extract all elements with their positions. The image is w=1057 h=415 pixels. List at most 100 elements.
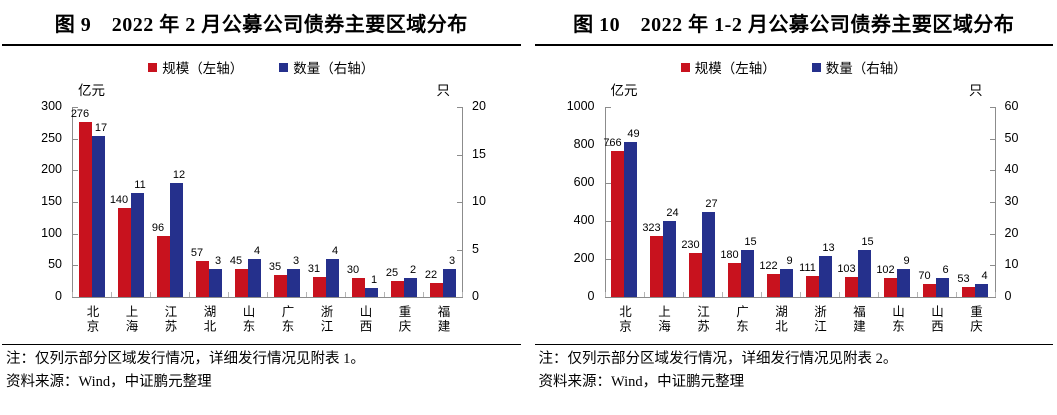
scale-value-label: 22: [424, 269, 438, 282]
scale-value-label: 140: [109, 194, 129, 207]
count-bar: [247, 259, 261, 297]
category-label: 湖北: [773, 305, 787, 334]
scale-value-label: 57: [190, 246, 204, 259]
count-bar: [169, 183, 183, 297]
figure-9-title-rule: [2, 44, 521, 46]
category-label: 福建: [435, 305, 450, 334]
scale-bar: [962, 286, 975, 297]
count-bar: [325, 259, 339, 297]
count-bar: [780, 268, 793, 297]
figure-9-title: 图 9 2022 年 2 月公募公司债券主要区域分布: [54, 14, 468, 36]
figure-10-source: 资料来源：Wind，中证鹏元整理: [538, 374, 745, 390]
count-bar: [741, 249, 754, 297]
left-axis-tick-label: 800: [573, 137, 595, 151]
left-axis-tick: [73, 107, 78, 108]
count-value-label: 17: [94, 121, 108, 134]
left-axis-tick: [605, 297, 611, 298]
scale-value-label: 276: [70, 108, 90, 121]
scale-bar: [728, 262, 741, 297]
scale-bar: [312, 277, 326, 297]
scale-value-label: 122: [759, 259, 778, 272]
scale-value-label: 53: [957, 272, 970, 285]
right-axis-unit-label: 只: [436, 83, 451, 98]
legend-swatch-scale: [680, 62, 690, 72]
right-axis-tick-label: 0: [472, 289, 479, 303]
x-axis-boundary-tick: [760, 292, 762, 297]
scale-bar: [117, 208, 131, 297]
count-bar: [403, 278, 417, 297]
count-value-label: 9: [786, 254, 793, 267]
x-axis-boundary-tick: [423, 292, 424, 297]
x-axis-boundary-tick: [643, 292, 645, 297]
figure-10-chart: 亿元 只 0 200 400 600 800 1000 0 10 20 30 40 50 60 766 49…: [535, 79, 1054, 337]
count-value-label: 3: [292, 254, 300, 267]
right-axis-tick-label: 0: [1004, 289, 1012, 303]
right-axis-tick: [457, 154, 462, 156]
right-axis-tick: [457, 249, 462, 251]
right-axis-tick: [457, 202, 462, 203]
right-axis-tick: [989, 107, 995, 108]
y-axis-right: [994, 107, 996, 297]
figure-9-note-rule: [2, 344, 521, 345]
count-bar: [975, 284, 988, 297]
right-axis-tick: [457, 297, 462, 298]
left-axis-tick-label: 200: [41, 162, 62, 177]
scale-bar: [923, 283, 936, 297]
count-value-label: 3: [214, 254, 222, 267]
left-axis-tick: [605, 221, 611, 222]
figure-9-legend: 规模（左轴） 数量（右轴）: [2, 58, 521, 76]
x-axis-boundary-tick: [877, 292, 879, 297]
left-axis-tick-label: 0: [55, 289, 62, 303]
left-axis-tick-label: 400: [573, 213, 595, 227]
count-value-label: 15: [861, 235, 874, 248]
count-bar: [702, 211, 715, 297]
figure-9-panel: 图 9 2022 年 2 月公募公司债券主要区域分布 规模（左轴） 数量（右轴）…: [2, 4, 521, 393]
count-value-label: 11: [134, 178, 146, 191]
scale-bar: [611, 151, 624, 297]
count-value-label: 13: [822, 241, 835, 254]
right-axis-tick-label: 40: [1004, 162, 1019, 177]
left-axis-tick: [73, 297, 78, 298]
left-axis-tick-label: 1000: [566, 99, 595, 113]
category-label: 福建: [851, 305, 865, 334]
x-axis-boundary-tick: [306, 292, 307, 297]
figure-10-note-rule: [534, 344, 1053, 345]
x-axis: [72, 297, 463, 298]
scale-bar: [806, 275, 819, 297]
left-axis-tick-label: 600: [573, 175, 595, 189]
count-value-label: 1: [370, 273, 378, 286]
category-label: 北京: [617, 305, 631, 334]
x-axis: [604, 297, 996, 298]
scale-value-label: 111: [799, 261, 816, 274]
scale-bar: [351, 278, 365, 297]
x-axis-boundary-tick: [994, 292, 996, 297]
scale-value-label: 30: [346, 264, 360, 276]
figure-10-title: 图 10 2022 年 1-2 月公募公司债券主要区域分布: [573, 14, 1015, 36]
left-axis-tick: [73, 233, 78, 235]
count-value-label: 4: [253, 245, 261, 257]
count-value-label: 24: [666, 207, 679, 219]
scale-value-label: 35: [268, 260, 282, 273]
left-axis-tick-label: 300: [41, 99, 62, 113]
scale-bar: [689, 253, 702, 297]
legend-label-count: 数量（右轴）: [293, 61, 375, 76]
left-axis-tick: [73, 138, 78, 140]
count-bar: [130, 192, 144, 297]
left-axis-tick-label: 200: [573, 251, 595, 265]
legend-item-count: 数量（右轴）: [279, 57, 374, 77]
category-label: 江苏: [162, 305, 177, 334]
scale-bar: [429, 283, 443, 297]
legend-label-scale: 规模（左轴）: [162, 61, 244, 76]
figure-10-note: 注：仅列示部分区域发行情况，详细发行情况见附表 2。: [538, 351, 898, 367]
left-axis-tick: [605, 145, 611, 146]
count-value-label: 15: [744, 235, 757, 248]
category-label: 上海: [656, 305, 670, 334]
scale-bar: [195, 260, 209, 297]
category-label: 重庆: [396, 305, 411, 334]
legend-label-count: 数量（右轴）: [825, 61, 907, 76]
left-axis-tick-label: 0: [587, 289, 595, 303]
left-axis-tick: [605, 259, 611, 260]
category-label: 上海: [123, 305, 138, 334]
x-axis-boundary-tick: [799, 292, 801, 297]
left-axis-tick-label: 50: [48, 257, 62, 272]
